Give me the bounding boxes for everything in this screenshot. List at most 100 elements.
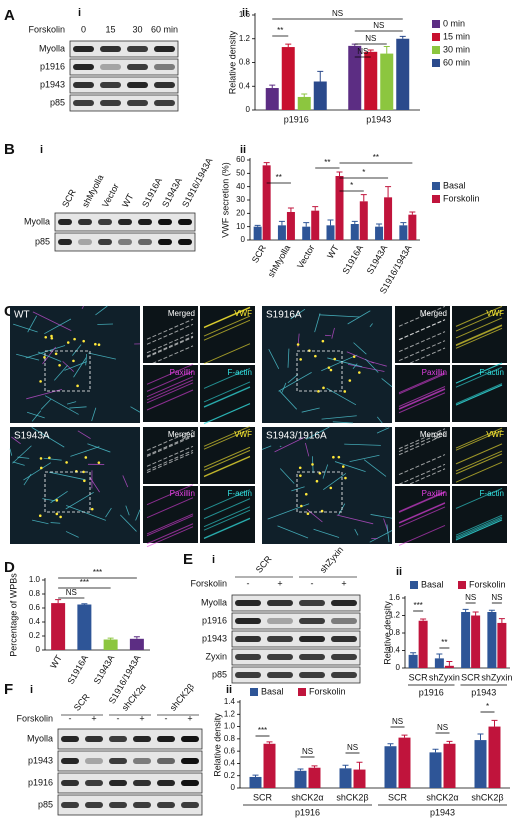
y-tick-label: 0.8 <box>29 589 41 598</box>
inset-feature <box>203 425 251 447</box>
lane-label: - <box>311 578 314 588</box>
granule <box>73 337 76 341</box>
fiber <box>37 351 62 362</box>
fiber <box>376 416 383 424</box>
fiber <box>72 344 82 356</box>
granule <box>306 512 310 515</box>
fiber <box>42 498 55 502</box>
fiber <box>369 530 393 543</box>
lane-label: + <box>139 713 144 723</box>
inset <box>200 365 255 422</box>
inset-feature <box>203 386 251 408</box>
inset-feature <box>146 526 194 548</box>
row-label: Myolla <box>24 216 50 226</box>
fiber <box>301 407 320 413</box>
sub-label: i <box>78 7 81 19</box>
error-bar <box>462 608 469 612</box>
granule <box>48 456 51 460</box>
row-label: Myolla <box>201 597 227 607</box>
fiber <box>31 410 42 422</box>
row-label: p85 <box>212 669 227 679</box>
bar <box>265 88 279 110</box>
blot-band <box>100 64 121 70</box>
blot-band <box>154 46 175 52</box>
blot-band <box>154 82 175 88</box>
blot-band <box>158 219 172 225</box>
blot-strip <box>231 666 361 684</box>
blot-band <box>109 758 127 764</box>
blot-band <box>235 636 261 642</box>
inset-feature <box>455 310 503 332</box>
micrograph <box>262 427 392 544</box>
inset-feature <box>455 324 503 346</box>
row-label: Myolla <box>39 43 65 53</box>
granule <box>299 358 302 361</box>
error-bar <box>472 611 479 616</box>
fiber <box>26 388 63 400</box>
bar <box>434 658 444 668</box>
lane-label: + <box>277 578 282 588</box>
sig-label: ** <box>373 153 379 162</box>
y-axis-label: Percentage of WPBs <box>8 573 18 657</box>
blot-strip <box>69 94 179 112</box>
x-tick-label: p1943 <box>366 114 391 124</box>
lane-label: 30 <box>132 24 142 34</box>
x-tick-label: shCK2α <box>426 792 458 802</box>
granule <box>66 341 70 344</box>
bar <box>418 620 428 668</box>
sig-label: NS <box>465 593 476 602</box>
legend-swatch <box>432 182 440 190</box>
fiber <box>50 522 61 524</box>
error-bar <box>311 765 318 768</box>
micrograph-label: S1943A <box>14 431 50 442</box>
bar <box>375 226 384 240</box>
fiber <box>287 374 299 384</box>
blot-band <box>138 219 152 225</box>
y-tick-label: 0.4 <box>224 759 236 768</box>
granule <box>39 457 43 460</box>
inset-feature <box>203 307 251 329</box>
granule <box>333 357 337 361</box>
bar <box>408 214 417 240</box>
x-tick-label: shZyxin <box>429 672 460 682</box>
inset-feature <box>203 306 251 328</box>
bar <box>326 225 335 240</box>
blot-band <box>61 802 79 808</box>
granule <box>343 390 347 393</box>
sub-label: i <box>40 144 43 156</box>
bar <box>359 201 368 240</box>
inset-feature <box>455 429 503 451</box>
blot-band <box>299 654 325 660</box>
fiber <box>54 364 68 381</box>
fiber <box>322 464 329 479</box>
blot-band <box>331 672 357 678</box>
inset-feature <box>146 429 194 451</box>
error-bar <box>107 637 114 640</box>
inset-feature <box>398 502 446 524</box>
blot-band <box>267 636 293 642</box>
lane-label: 60 min <box>151 24 178 34</box>
fiber <box>346 351 374 364</box>
bar <box>262 165 271 240</box>
blot-band <box>85 780 103 786</box>
blot-band <box>100 82 121 88</box>
sig-label: ** <box>276 173 282 182</box>
fiber <box>370 361 387 367</box>
y-tick-label: 1.0 <box>224 722 236 731</box>
roi-box <box>44 350 91 392</box>
error-bar <box>269 84 276 89</box>
sig-label: NS <box>365 34 376 43</box>
fiber <box>347 363 385 372</box>
granule <box>337 455 341 459</box>
blot-band <box>73 82 94 88</box>
granule <box>329 368 333 372</box>
bar <box>398 737 411 788</box>
blot-band <box>73 100 94 106</box>
fiber <box>334 461 366 472</box>
legend-label: Forskolin <box>309 686 346 696</box>
error-bar <box>367 49 374 52</box>
fiber <box>290 308 306 320</box>
inset-feature <box>398 319 446 341</box>
error-bar <box>263 162 270 166</box>
blot-band <box>138 239 152 245</box>
